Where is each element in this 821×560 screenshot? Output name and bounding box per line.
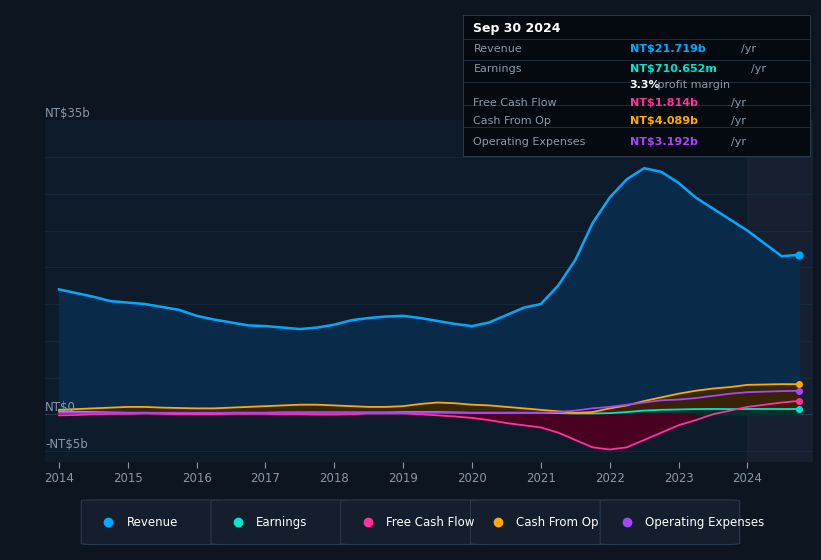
Text: Free Cash Flow: Free Cash Flow — [474, 98, 557, 108]
Bar — [747, 120, 813, 462]
Text: /yr: /yr — [732, 98, 746, 108]
Text: NT$710.652m: NT$710.652m — [630, 64, 717, 74]
FancyBboxPatch shape — [470, 500, 610, 544]
Text: Operating Expenses: Operating Expenses — [474, 137, 586, 147]
Text: Cash From Op: Cash From Op — [474, 116, 552, 126]
Text: Free Cash Flow: Free Cash Flow — [386, 516, 475, 529]
Text: Sep 30 2024: Sep 30 2024 — [474, 22, 561, 35]
FancyBboxPatch shape — [341, 500, 480, 544]
Text: /yr: /yr — [732, 116, 746, 126]
Text: NT$0: NT$0 — [45, 402, 76, 414]
Text: Cash From Op: Cash From Op — [516, 516, 598, 529]
Text: Earnings: Earnings — [474, 64, 522, 74]
Text: /yr: /yr — [750, 64, 766, 74]
Text: profit margin: profit margin — [654, 80, 730, 90]
FancyBboxPatch shape — [81, 500, 221, 544]
Text: -NT$5b: -NT$5b — [45, 438, 88, 451]
Text: /yr: /yr — [732, 137, 746, 147]
Text: 3.3%: 3.3% — [630, 80, 660, 90]
Text: Operating Expenses: Operating Expenses — [645, 516, 764, 529]
Text: NT$4.089b: NT$4.089b — [630, 116, 698, 126]
Text: NT$1.814b: NT$1.814b — [630, 98, 698, 108]
Text: Revenue: Revenue — [126, 516, 178, 529]
FancyBboxPatch shape — [600, 500, 740, 544]
Text: Revenue: Revenue — [474, 44, 522, 54]
Text: NT$3.192b: NT$3.192b — [630, 137, 698, 147]
Text: NT$21.719b: NT$21.719b — [630, 44, 705, 54]
Text: Earnings: Earnings — [256, 516, 308, 529]
Text: /yr: /yr — [741, 44, 756, 54]
Text: NT$35b: NT$35b — [45, 108, 91, 120]
FancyBboxPatch shape — [211, 500, 351, 544]
